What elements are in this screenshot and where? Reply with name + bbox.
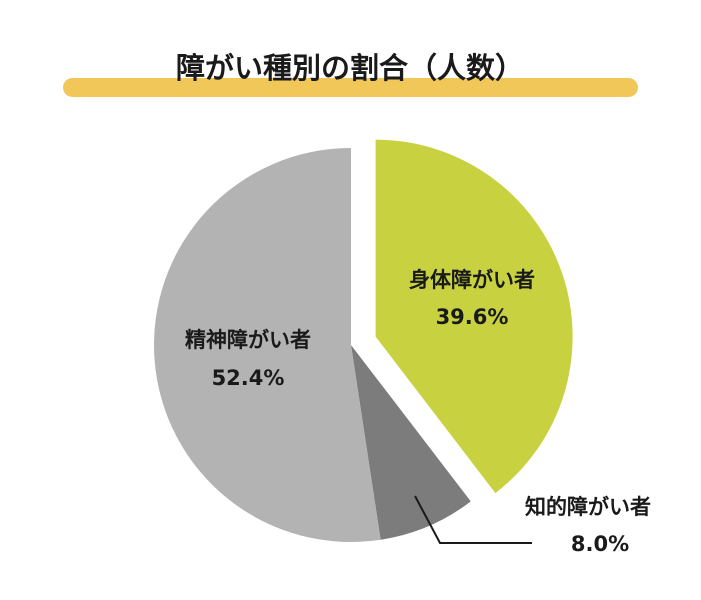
slice-label-mental: 精神障がい者 — [185, 328, 311, 352]
slice-physical — [375, 139, 573, 494]
slice-value-physical: 39.6% — [436, 305, 509, 329]
slice-value-mental: 52.4% — [212, 366, 285, 390]
slice-label-physical: 身体障がい者 — [409, 268, 535, 292]
leader-line-intellectual — [414, 495, 532, 544]
slice-mental — [153, 148, 381, 543]
chart-title: 障がい種別の割合（人数） — [176, 51, 524, 85]
title-bar — [63, 78, 638, 97]
slice-value-intellectual: 8.0% — [571, 532, 629, 556]
slice-label-intellectual: 知的障がい者 — [525, 495, 651, 519]
slice-intellectual — [351, 345, 471, 540]
